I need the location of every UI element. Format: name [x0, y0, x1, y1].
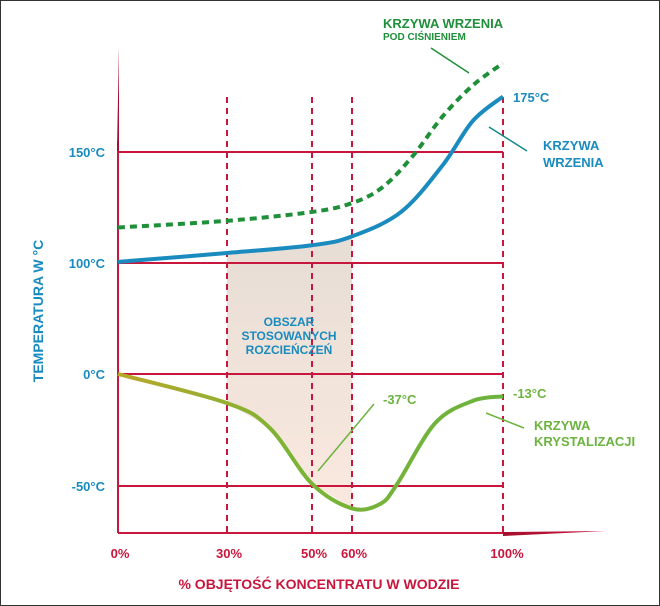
x-tick-label: 100%: [490, 546, 524, 561]
y-tick-label: -50°C: [72, 479, 106, 494]
y-axis-title: TEMPERATURA W °C: [30, 240, 46, 382]
region-label-2: STOSOWANYCH: [241, 329, 336, 343]
crystal-curve-label-2: KRYSTALIZACJI: [534, 434, 635, 449]
y-tick-label: 0°C: [83, 367, 105, 382]
pressure-curve-label: KRZYWA WRZENIA: [383, 16, 504, 31]
x-tick-label: 60%: [341, 546, 367, 561]
crystal-end-label: -13°C: [513, 386, 547, 401]
pressure-boiling-curve: [117, 61, 505, 230]
boiling-max-label: 175°C: [513, 90, 550, 105]
x-tick-label: 50%: [301, 546, 327, 561]
crystal-curve-leader: [485, 412, 525, 429]
boiling-curve-label-2: WRZENIA: [543, 155, 604, 170]
pressure-curve-label-sub: POD CIŚNIENIEM: [383, 30, 466, 43]
y-tick-label: 100°C: [69, 256, 106, 271]
y-tick-label: 150°C: [69, 145, 106, 160]
x-tick-label: 30%: [216, 546, 242, 561]
x-axis-arrow: [503, 531, 606, 536]
crystal-min-label: -37°C: [383, 392, 417, 407]
boiling-curve-leader: [488, 126, 528, 152]
pressure-curve-leader: [430, 47, 470, 74]
y-axis-arrow: [117, 46, 119, 151]
boiling-curve-label: KRZYWA: [543, 138, 600, 153]
region-label-3: ROZCIEŃCZEŃ: [246, 342, 333, 357]
boiling-curve: [117, 94, 505, 264]
x-axis-title: % OBJĘTOŚĆ KONCENTRATU W WODZIE: [178, 575, 459, 592]
x-tick-label: 0%: [111, 546, 130, 561]
dilution-region: [227, 236, 352, 509]
crystal-min-leader: [317, 403, 375, 472]
crystal-curve-label: KRZYWA: [534, 418, 591, 433]
crystallization-curve: [117, 372, 504, 512]
region-label: OBSZAR: [264, 315, 315, 329]
